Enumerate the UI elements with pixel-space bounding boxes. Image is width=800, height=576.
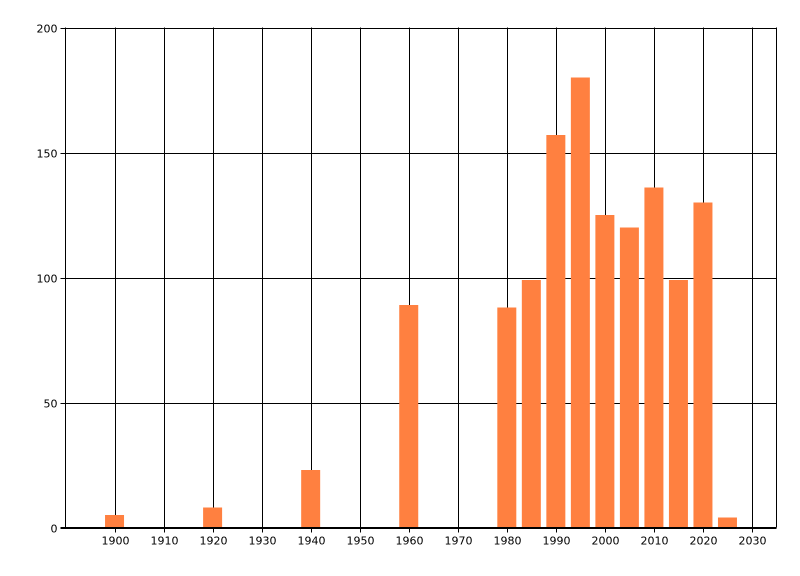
bar bbox=[301, 470, 321, 528]
x-tick-label: 1990 bbox=[543, 535, 571, 548]
bar bbox=[717, 517, 737, 528]
x-tick-label: 1910 bbox=[151, 535, 179, 548]
y-tick-label: 100 bbox=[37, 273, 58, 286]
x-tick-label: 1960 bbox=[396, 535, 424, 548]
x-tick-label: 2020 bbox=[690, 535, 718, 548]
x-tick-label: 1900 bbox=[102, 535, 130, 548]
bar bbox=[619, 227, 639, 528]
x-tick-label: 1950 bbox=[347, 535, 375, 548]
bar bbox=[595, 215, 615, 528]
y-tick-label: 0 bbox=[51, 523, 58, 536]
bar bbox=[105, 515, 125, 528]
x-tick-label: 1970 bbox=[445, 535, 473, 548]
x-tick-label: 2010 bbox=[641, 535, 669, 548]
y-tick-label: 50 bbox=[44, 398, 58, 411]
bar bbox=[497, 307, 517, 528]
bar bbox=[399, 305, 419, 528]
x-tick-label: 1980 bbox=[494, 535, 522, 548]
x-tick-label: 2000 bbox=[592, 535, 620, 548]
x-tick-label: 1920 bbox=[200, 535, 228, 548]
axes: 0 50 100 150 200 1900 1910 1920 1930 1940 1950 1960… bbox=[37, 23, 777, 548]
bar bbox=[693, 202, 713, 528]
bar bbox=[570, 77, 590, 528]
x-tick-label: 1940 bbox=[298, 535, 326, 548]
bars bbox=[105, 77, 737, 528]
x-tick-label: 1930 bbox=[249, 535, 277, 548]
bar bbox=[546, 135, 566, 528]
bar bbox=[203, 507, 223, 528]
bar bbox=[668, 280, 688, 528]
y-tick-label: 150 bbox=[37, 148, 58, 161]
bar bbox=[644, 187, 664, 528]
y-tick-label: 200 bbox=[37, 23, 58, 36]
bar bbox=[521, 280, 541, 528]
x-tick-label: 2030 bbox=[739, 535, 767, 548]
